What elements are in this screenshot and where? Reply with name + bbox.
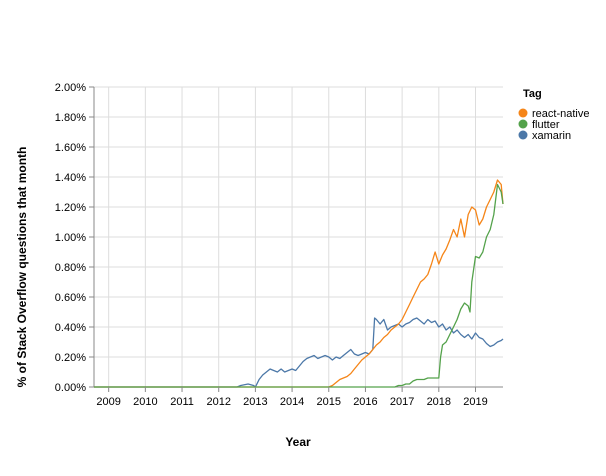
- x-tick-label: 2018: [427, 396, 451, 408]
- legend-title: Tag: [523, 88, 542, 100]
- y-tick-label: 1.00%: [55, 232, 86, 244]
- grid: [94, 86, 503, 388]
- y-axis-title: % of Stack Overflow questions that month: [15, 147, 29, 388]
- x-tick-label: 2013: [243, 396, 267, 408]
- legend-swatch-xamarin: [518, 130, 528, 140]
- x-tick-label: 2016: [353, 396, 377, 408]
- series-line-flutter: [94, 183, 504, 388]
- y-tick-label: 0.00%: [55, 382, 86, 394]
- x-tick-label: 2011: [170, 396, 194, 408]
- x-axis-title: Year: [285, 435, 311, 449]
- y-tick-label: 0.60%: [55, 292, 86, 304]
- y-axis-ticks: 0.00% 0.20% 0.40% 0.60% 0.80% 1.00% 1.20% 1.40%…: [55, 82, 94, 394]
- y-tick-label: 0.20%: [55, 352, 86, 364]
- y-tick-label: 1.20%: [55, 202, 86, 214]
- legend-swatch-react-native: [518, 108, 528, 118]
- x-tick-label: 2014: [280, 396, 304, 408]
- legend-label-react-native: react-native: [532, 108, 589, 120]
- x-axis-ticks: 2009 2010 2011 2012 2013 2014 2015 2016 2017 2018…: [96, 387, 488, 408]
- legend-label-flutter: flutter: [532, 119, 560, 131]
- x-tick-label: 2017: [390, 396, 414, 408]
- y-tick-label: 0.80%: [55, 262, 86, 274]
- y-tick-label: 1.40%: [55, 172, 86, 184]
- legend-label-xamarin: xamarin: [532, 130, 571, 142]
- y-tick-label: 0.40%: [55, 322, 86, 334]
- y-tick-label: 2.00%: [55, 82, 86, 94]
- legend-swatch-flutter: [518, 119, 528, 129]
- x-tick-label: 2009: [96, 396, 120, 408]
- series-line-react-native: [94, 179, 504, 388]
- x-tick-label: 2019: [463, 396, 487, 408]
- series-lines: [94, 179, 504, 388]
- x-tick-label: 2012: [206, 396, 230, 408]
- y-tick-label: 1.60%: [55, 142, 86, 154]
- x-tick-label: 2015: [317, 396, 341, 408]
- x-tick-label: 2010: [133, 396, 157, 408]
- y-tick-label: 1.80%: [55, 112, 86, 124]
